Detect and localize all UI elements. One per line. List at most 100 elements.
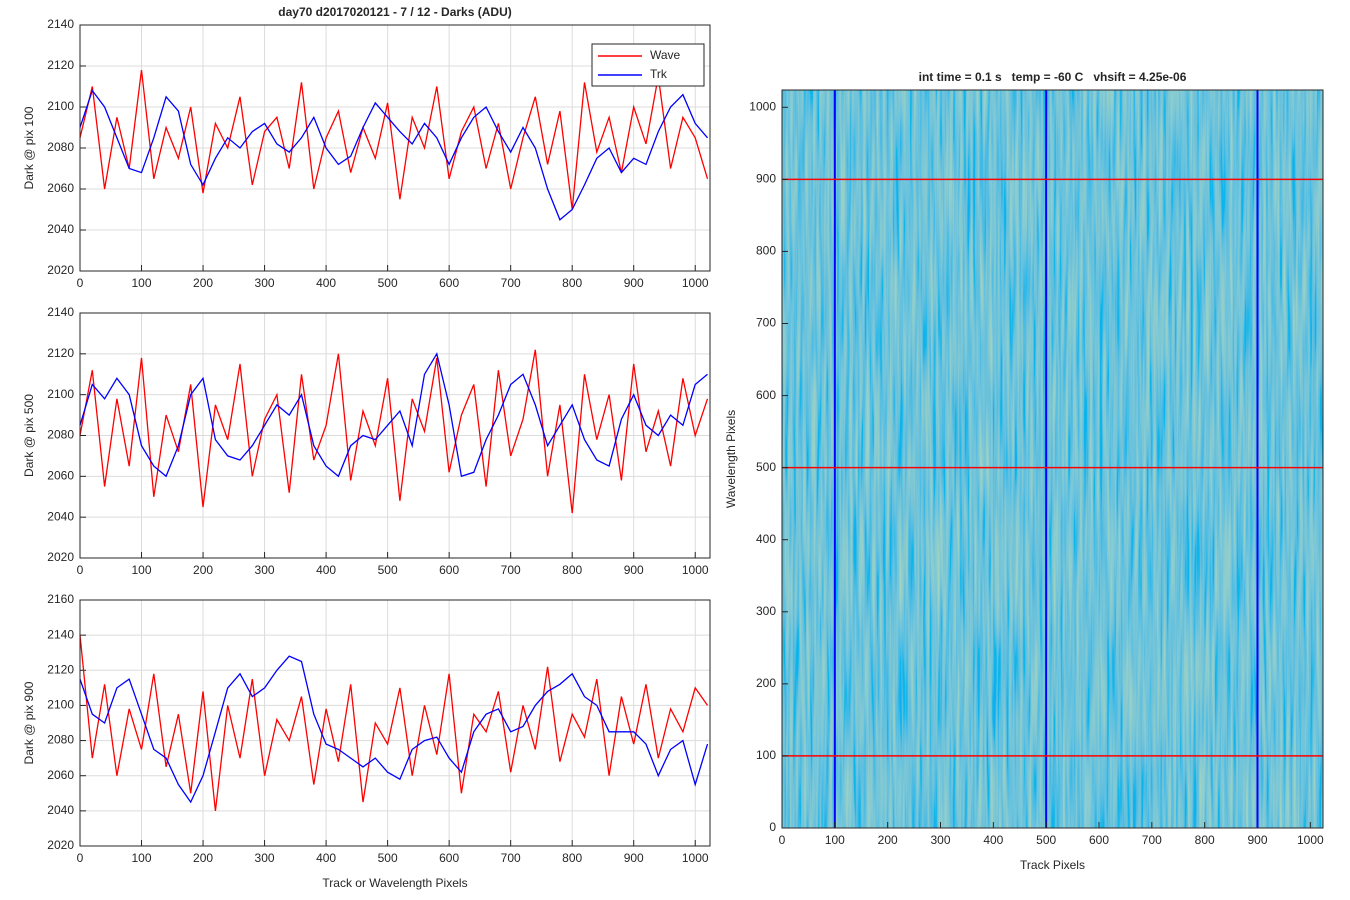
y-tick-label: 200 [756,676,776,690]
y-axis-label: Dark @ pix 500 [22,394,36,477]
x-tick-label: 300 [255,563,275,577]
y-tick-label: 2060 [47,469,74,483]
x-tick-label: 100 [132,276,152,290]
legend-label: Wave [650,48,681,62]
y-axis-label: Dark @ pix 900 [22,681,36,764]
y-tick-label: 2160 [47,592,74,606]
x-tick-label: 600 [439,563,459,577]
y-tick-label: 2080 [47,140,74,154]
y-tick-label: 400 [756,532,776,546]
y-tick-label: 2100 [47,99,74,113]
x-tick-label: 700 [501,276,521,290]
x-tick-label: 200 [193,563,213,577]
y-tick-label: 2060 [47,181,74,195]
x-tick-label: 900 [624,276,644,290]
y-tick-label: 2100 [47,698,74,712]
y-tick-label: 2040 [47,803,74,817]
x-tick-label: 500 [378,563,398,577]
x-tick-label: 400 [316,851,336,865]
x-tick-label: 400 [316,563,336,577]
axes-frame [79,312,711,559]
y-tick-label: 2140 [47,627,74,641]
x-tick-label: 200 [193,276,213,290]
x-tick-label: 700 [501,563,521,577]
y-tick-label: 2120 [47,58,74,72]
x-axis-label: Track Pixels [1020,858,1085,872]
x-tick-label: 1000 [682,851,709,865]
x-tick-label: 0 [779,833,786,847]
y-tick-label: 2020 [47,838,74,852]
x-tick-label: 100 [825,833,845,847]
y-tick-label: 2060 [47,768,74,782]
y-axis-label: Dark @ pix 100 [22,106,36,189]
series-line [79,89,708,221]
x-tick-label: 200 [193,851,213,865]
x-tick-label: 700 [501,851,521,865]
y-tick-label: 2020 [47,263,74,277]
series-line [79,352,708,478]
x-tick-label: 1000 [682,563,709,577]
y-tick-label: 500 [756,460,776,474]
x-tick-label: 800 [1195,833,1215,847]
x-tick-label: 300 [930,833,950,847]
axes-frame [79,599,711,847]
series-line [79,655,709,804]
x-tick-label: 1000 [682,276,709,290]
y-tick-label: 2140 [47,305,74,319]
x-tick-label: 500 [1036,833,1056,847]
y-tick-label: 2100 [47,387,74,401]
y-tick-label: 2120 [47,662,74,676]
x-tick-label: 900 [624,851,644,865]
y-tick-label: 2020 [47,550,74,564]
y-tick-label: 800 [756,244,776,258]
x-tick-label: 1000 [1297,833,1324,847]
x-tick-label: 900 [624,563,644,577]
x-tick-label: 300 [255,851,275,865]
series-line [79,635,709,811]
x-tick-label: 800 [562,851,582,865]
y-tick-label: 2040 [47,509,74,523]
legend-label: Trk [650,67,668,81]
y-tick-label: 2140 [47,17,74,31]
y-tick-label: 900 [756,172,776,186]
x-tick-label: 100 [132,851,152,865]
chart-title: day70 d2017020121 - 7 / 12 - Darks (ADU) [278,5,511,19]
y-axis-label: Wavelength Pixels [724,410,738,508]
y-tick-label: 2080 [47,733,74,747]
heatmap-texture [782,90,1323,828]
x-tick-label: 400 [983,833,1003,847]
x-tick-label: 0 [77,563,84,577]
x-tick-label: 700 [1142,833,1162,847]
x-tick-label: 0 [77,851,84,865]
y-tick-label: 100 [756,748,776,762]
y-tick-label: 300 [756,604,776,618]
x-tick-label: 400 [316,276,336,290]
x-tick-label: 600 [439,851,459,865]
y-tick-label: 2040 [47,222,74,236]
axes-frame [79,24,711,272]
chart-title: int time = 0.1 s temp = -60 C vhsift = 4… [919,70,1187,84]
x-tick-label: 0 [77,276,84,290]
plot-area [80,600,710,846]
x-tick-label: 800 [562,276,582,290]
x-tick-label: 500 [378,276,398,290]
x-tick-label: 500 [378,851,398,865]
x-axis-label: Track or Wavelength Pixels [322,876,467,890]
y-tick-label: 0 [769,820,776,834]
legend-box [591,43,705,87]
axes-frame [781,89,1324,829]
x-tick-label: 900 [1247,833,1267,847]
y-tick-label: 700 [756,316,776,330]
y-tick-label: 600 [756,388,776,402]
x-tick-label: 100 [132,563,152,577]
x-tick-label: 300 [255,276,275,290]
x-tick-label: 800 [562,563,582,577]
x-tick-label: 600 [439,276,459,290]
y-tick-label: 2120 [47,346,74,360]
y-tick-label: 1000 [749,99,776,113]
y-tick-label: 2080 [47,428,74,442]
x-tick-label: 600 [1089,833,1109,847]
series-line [79,70,709,210]
